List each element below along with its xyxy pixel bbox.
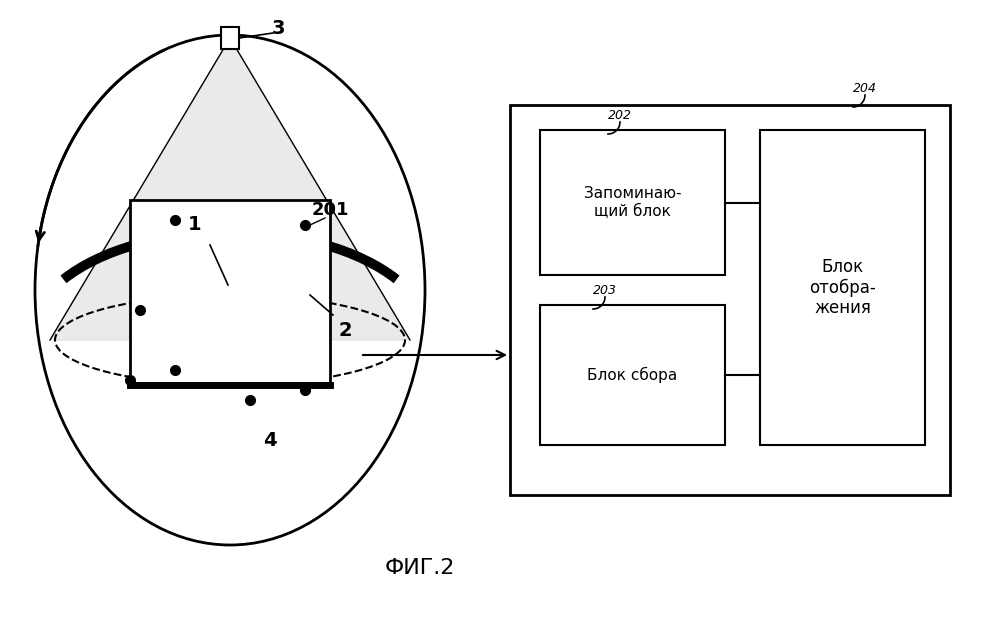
Text: ФИГ.2: ФИГ.2 [385, 558, 455, 578]
Text: 202: 202 [608, 109, 632, 122]
Bar [510, 105, 950, 495]
Polygon shape [50, 38, 410, 340]
Text: Блок сбора: Блок сбора [587, 367, 678, 383]
Bar [760, 130, 925, 445]
Bar [540, 305, 725, 445]
Text: 201: 201 [311, 201, 349, 219]
Text: 2: 2 [338, 320, 352, 339]
Text: 4: 4 [263, 431, 277, 450]
Text: 204: 204 [853, 82, 877, 95]
Text: Запоминаю-
щий блок: Запоминаю- щий блок [584, 186, 681, 218]
Bar [130, 200, 330, 385]
Text: 203: 203 [593, 284, 617, 297]
Bar [221, 27, 239, 49]
Text: 3: 3 [271, 19, 285, 38]
Text: 1: 1 [188, 215, 202, 234]
Text: Блок
отобра-
жения: Блок отобра- жения [809, 257, 876, 317]
Bar [540, 130, 725, 275]
